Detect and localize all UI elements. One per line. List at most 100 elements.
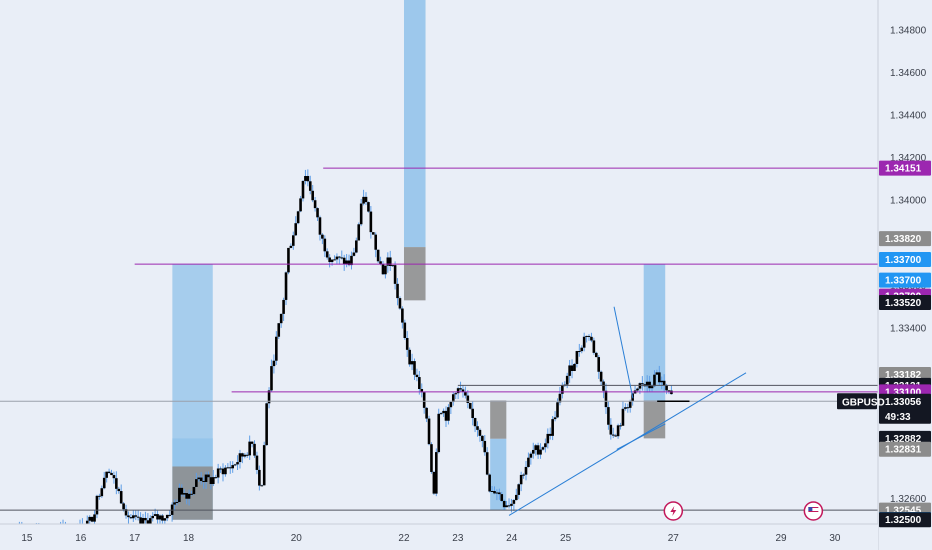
time-axis[interactable] — [0, 524, 878, 550]
candle-body — [386, 257, 390, 266]
candle-body — [282, 299, 285, 314]
candle-body — [112, 475, 116, 479]
candle-body — [190, 493, 193, 495]
date-tick: 22 — [398, 533, 410, 544]
zone-box[interactable] — [403, 0, 426, 248]
candle-body — [439, 413, 443, 415]
candle-body — [476, 426, 479, 430]
candle-body — [272, 360, 276, 367]
candle-body — [435, 452, 438, 494]
candle-body — [253, 443, 256, 456]
candle-body — [139, 517, 142, 524]
candle-body — [488, 474, 491, 492]
trendline[interactable] — [613, 306, 634, 399]
candle-body — [529, 453, 533, 458]
candle-body — [418, 377, 421, 390]
zone-box[interactable] — [643, 400, 666, 439]
date-tick: 29 — [775, 533, 787, 544]
candle-body — [621, 408, 625, 426]
price-tick: 1.34600 — [890, 68, 927, 79]
candle-body — [197, 477, 201, 480]
candle-body — [110, 472, 113, 476]
candle-body — [614, 435, 617, 437]
candle-body — [602, 381, 605, 391]
candle-body — [342, 257, 346, 265]
date-tick: 30 — [829, 533, 841, 544]
candle-body — [427, 418, 431, 445]
trendline[interactable] — [616, 423, 666, 450]
candle-body — [502, 500, 506, 508]
candle-body — [369, 211, 373, 233]
price-tick: 1.34200 — [890, 153, 927, 164]
candle-body — [667, 390, 671, 392]
zone-box[interactable] — [490, 438, 507, 511]
candle-body — [624, 407, 627, 409]
symbol-tag — [837, 393, 877, 410]
price-label-text: 1.33700 — [885, 276, 922, 287]
candle-body — [117, 488, 121, 492]
candle-body — [536, 445, 540, 455]
candle-body — [231, 465, 234, 469]
candle-body — [396, 283, 399, 299]
candle-body — [565, 375, 569, 385]
candle-body — [178, 487, 181, 502]
candle-body — [580, 347, 584, 352]
candle-body — [238, 453, 242, 463]
candle-body — [636, 388, 639, 391]
candle-body — [432, 471, 436, 494]
price-label — [879, 251, 931, 267]
candle-body — [335, 256, 339, 260]
candle-body — [262, 445, 266, 486]
candle-body — [454, 393, 457, 395]
price-label — [879, 294, 931, 310]
price-label-text: 1.33700 — [885, 255, 922, 266]
candle-body — [398, 298, 402, 309]
candle-body — [442, 410, 445, 414]
zone-box[interactable] — [403, 247, 426, 301]
candle-body — [165, 514, 169, 519]
flag-stripe — [808, 507, 819, 508]
candle-body — [156, 514, 159, 520]
candle-body — [102, 477, 106, 489]
candle-body — [359, 203, 363, 225]
candle-body — [107, 471, 111, 473]
candle-body — [294, 223, 298, 236]
candle-body — [391, 265, 394, 267]
price-tick: 1.32600 — [890, 494, 927, 505]
candle-body — [105, 471, 108, 478]
price-label — [879, 160, 931, 176]
candle-body — [330, 259, 334, 263]
candle-body — [258, 469, 261, 486]
candle-body — [182, 493, 186, 495]
candle-body — [207, 474, 210, 478]
candle-body — [522, 474, 525, 476]
candle-body — [100, 488, 104, 497]
candle-body — [195, 479, 198, 487]
candle-body — [415, 374, 419, 378]
candle-body — [374, 234, 378, 250]
candle-body — [498, 492, 501, 495]
zone-box[interactable] — [643, 264, 666, 401]
candle-body — [607, 407, 610, 425]
zone-box[interactable] — [490, 400, 507, 439]
candle-body — [628, 400, 632, 408]
flag-stripe — [808, 511, 819, 512]
flag-canton — [808, 507, 813, 511]
candle-body — [609, 424, 613, 435]
candle-body — [364, 196, 368, 203]
candle-body — [277, 323, 281, 337]
candle-body — [425, 407, 428, 419]
price-tick: 1.33400 — [890, 324, 927, 335]
candle-body — [531, 449, 535, 454]
candle-body — [321, 234, 324, 239]
price-label-text: 1.33520 — [885, 298, 922, 309]
zone-box[interactable] — [172, 438, 213, 467]
candle-body — [216, 468, 220, 478]
candle-body — [355, 240, 358, 253]
candle-body — [136, 516, 140, 518]
candle-body — [658, 372, 661, 383]
candle-body — [585, 335, 588, 337]
candle-body — [357, 224, 361, 241]
